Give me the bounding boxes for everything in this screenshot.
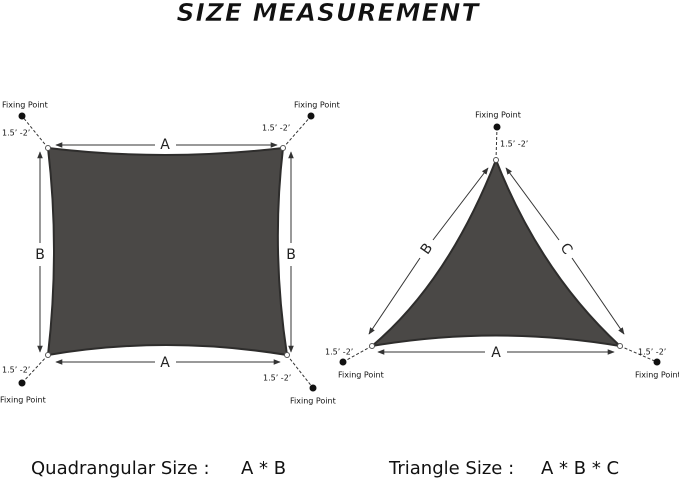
fixing-dot — [18, 379, 26, 387]
tolerance-label: 1.5’ -2’ — [263, 374, 291, 383]
dimension-label: B — [35, 247, 45, 263]
tolerance-label: 1.5’ -2’ — [325, 348, 353, 357]
dimension-arrow — [571, 257, 625, 335]
dimension-label: B — [286, 247, 296, 263]
tolerance-label: 1.5’ -2’ — [638, 348, 666, 357]
fixing-dot — [339, 358, 347, 366]
d-ring — [280, 145, 286, 151]
d-ring — [284, 352, 290, 358]
fixing-dot — [309, 384, 317, 392]
tie-line — [495, 126, 498, 161]
tolerance-label: 1.5’ -2’ — [2, 366, 30, 375]
caption-label: Quadrangular Size : — [31, 458, 210, 479]
tie-line — [282, 115, 312, 149]
fixing-point-label: Fixing Point — [635, 371, 679, 380]
fixing-point-label: Fixing Point — [2, 101, 48, 110]
d-ring — [369, 343, 375, 349]
dimension-label: A — [160, 355, 170, 371]
dimension-arrow — [505, 167, 560, 241]
caption-label: Triangle Size : — [388, 458, 514, 479]
tolerance-label: 1.5’ -2’ — [500, 140, 528, 149]
dimension-label: A — [160, 137, 170, 153]
triangle: Fixing Point Fixing Point Fixing Point 1… — [325, 111, 679, 380]
dimension-arrow — [432, 167, 489, 241]
tie-line — [286, 354, 314, 389]
d-ring — [45, 145, 51, 151]
shade-sail-triangle — [368, 157, 624, 348]
shade-sail-square — [46, 146, 289, 357]
dimension-label: A — [491, 345, 501, 361]
dimension-label: C — [557, 240, 576, 257]
fixing-point-label: Fixing Point — [475, 111, 521, 120]
quadrangle: Fixing Point Fixing Point Fixing Point F… — [0, 101, 340, 406]
d-ring — [45, 352, 51, 358]
fixing-point-label: Fixing Point — [294, 101, 340, 110]
d-ring — [493, 157, 499, 163]
tie-line — [619, 345, 658, 363]
fixing-point-label: Fixing Point — [338, 371, 384, 380]
title: SIZE MEASUREMENT — [176, 0, 480, 27]
tie-line — [21, 115, 49, 149]
fixing-dot — [18, 112, 26, 120]
fixing-point-label: Fixing Point — [0, 396, 46, 405]
fixing-dot — [307, 112, 315, 120]
fixing-dot — [653, 358, 661, 366]
caption-formula: A * B — [241, 458, 286, 479]
tie-line — [21, 354, 49, 384]
tolerance-label: 1.5’ -2’ — [262, 124, 290, 133]
d-ring — [617, 343, 623, 349]
tolerance-label: 1.5’ -2’ — [2, 129, 30, 138]
fixing-dot — [493, 123, 501, 131]
fixing-point-label: Fixing Point — [290, 397, 336, 406]
dimension-label: B — [418, 240, 437, 257]
caption-formula: A * B * C — [541, 458, 619, 479]
tie-line — [342, 345, 373, 363]
dimension-arrow — [368, 257, 421, 335]
